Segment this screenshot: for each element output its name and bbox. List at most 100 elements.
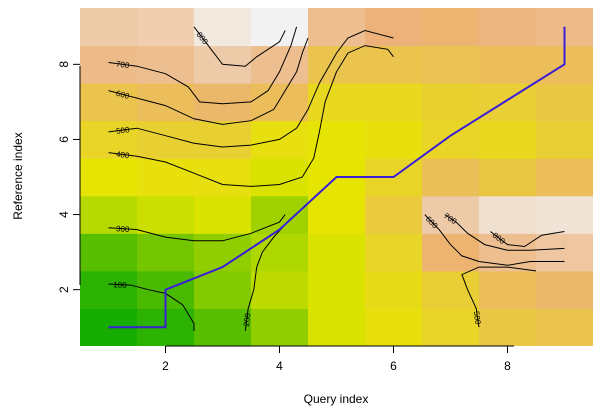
heatmap-cell: [422, 308, 480, 346]
heatmap-cell: [251, 45, 309, 84]
heatmap-cell: [194, 120, 252, 159]
x-axis-title: Query index: [304, 392, 369, 406]
heatmap-cell: [80, 8, 138, 47]
heatmap-cell: [251, 233, 309, 272]
y-tick-label: 8: [57, 61, 71, 68]
contour-line: [461, 266, 537, 328]
heatmap-cell: [308, 83, 366, 122]
heatmap-cell: [251, 83, 309, 122]
heatmap-cell: [365, 270, 423, 309]
heatmap-cell: [365, 233, 423, 272]
contour-line: [108, 29, 394, 148]
heatmap-cell: [194, 233, 252, 272]
y-axis-title: Reference index: [11, 132, 25, 219]
heatmap-cell: [137, 120, 195, 159]
heatmap-cell: [80, 83, 138, 122]
heatmap-cell: [194, 158, 252, 197]
heatmap-cell: [194, 308, 252, 346]
heatmap-cell: [194, 195, 252, 234]
heatmap-cell: [80, 233, 138, 272]
heatmap-cell: [536, 195, 593, 234]
heatmap-cell: [308, 308, 366, 346]
x-tick-label: 6: [390, 359, 397, 373]
contour-line: [490, 231, 565, 248]
contour-label: 600: [115, 89, 131, 101]
heatmap-cell: [479, 270, 537, 309]
heatmap-cell: [365, 45, 423, 84]
heatmap-cell: [479, 308, 537, 346]
heatmap-cell: [422, 83, 480, 122]
heatmap-cell: [80, 158, 138, 197]
heatmap-cell: [536, 233, 593, 272]
heatmap-cell: [422, 195, 480, 234]
heatmap-cell: [536, 270, 593, 309]
heatmap-cell: [479, 195, 537, 234]
contour-line: [444, 214, 565, 251]
y-ticks: 2 4 6 8: [57, 61, 80, 293]
x-tick-label: 8: [504, 359, 511, 373]
heatmap-cell: [137, 45, 195, 84]
heatmap-cell: [536, 308, 593, 346]
heatmap-cell: [251, 270, 309, 309]
heatmap-cell: [479, 158, 537, 197]
heatmap-cell: [422, 8, 480, 47]
heatmap-cell: [308, 195, 366, 234]
heatmap-cell: [308, 233, 366, 272]
heatmap-cell: [308, 45, 366, 84]
contour-line: [108, 45, 394, 187]
contour-line: [108, 37, 309, 125]
heatmap-cell: [308, 8, 366, 47]
heatmap-cell: [536, 158, 593, 197]
contour-label: 500: [472, 311, 483, 326]
heatmap-cell: [422, 120, 480, 159]
heatmap-cell: [308, 120, 366, 159]
contour-label: 700: [115, 59, 130, 70]
heatmap-cell: [536, 83, 593, 122]
heatmap-cell: [308, 270, 366, 309]
heatmap-cell: [365, 195, 423, 234]
heatmap-cell: [422, 45, 480, 84]
contour-label: 300: [116, 224, 130, 234]
heatmap-cell: [251, 8, 309, 47]
x-tick-label: 2: [162, 359, 169, 373]
x-ticks: 2 4 6 8: [162, 346, 511, 373]
contour-label: 500: [116, 125, 131, 136]
heatmap-cell: [251, 308, 309, 346]
y-tick-label: 4: [57, 211, 71, 218]
contour-line: [108, 214, 286, 242]
contour-line: [108, 26, 298, 105]
heatmap-cell: [80, 270, 138, 309]
heatmap-cell: [251, 195, 309, 234]
heatmap-cell: [365, 8, 423, 47]
heatmap-cell: [479, 8, 537, 47]
heatmap-cell: [422, 158, 480, 197]
heatmap-cell: [137, 158, 195, 197]
y-tick-label: 6: [57, 136, 71, 143]
heatmap-cell: [479, 83, 537, 122]
contour-line: [424, 214, 565, 266]
heatmap-cell: [536, 120, 593, 159]
heatmap-cell: [479, 120, 537, 159]
heatmap-cell: [137, 195, 195, 234]
heatmap-cells: [80, 8, 593, 346]
axes: [79, 66, 514, 347]
y-tick-label: 2: [57, 286, 71, 293]
contour-label: 400: [115, 150, 130, 161]
heatmap-cell: [422, 270, 480, 309]
heatmap-cell: [422, 233, 480, 272]
heatmap-cell: [479, 45, 537, 84]
heatmap-cell: [365, 83, 423, 122]
heatmap-cell: [137, 233, 195, 272]
contour-label: 100: [113, 280, 127, 290]
heatmap-cell: [137, 8, 195, 47]
contour-label: 200: [242, 312, 253, 327]
heatmap-cell: [251, 158, 309, 197]
warping-path-layer: [108, 26, 566, 329]
warping-path-line: [108, 26, 566, 329]
contour-line: [193, 26, 286, 67]
heatmap-cell: [365, 308, 423, 346]
heatmap-cell: [365, 120, 423, 159]
x-tick-label: 4: [276, 359, 283, 373]
heatmap-cell: [194, 270, 252, 309]
